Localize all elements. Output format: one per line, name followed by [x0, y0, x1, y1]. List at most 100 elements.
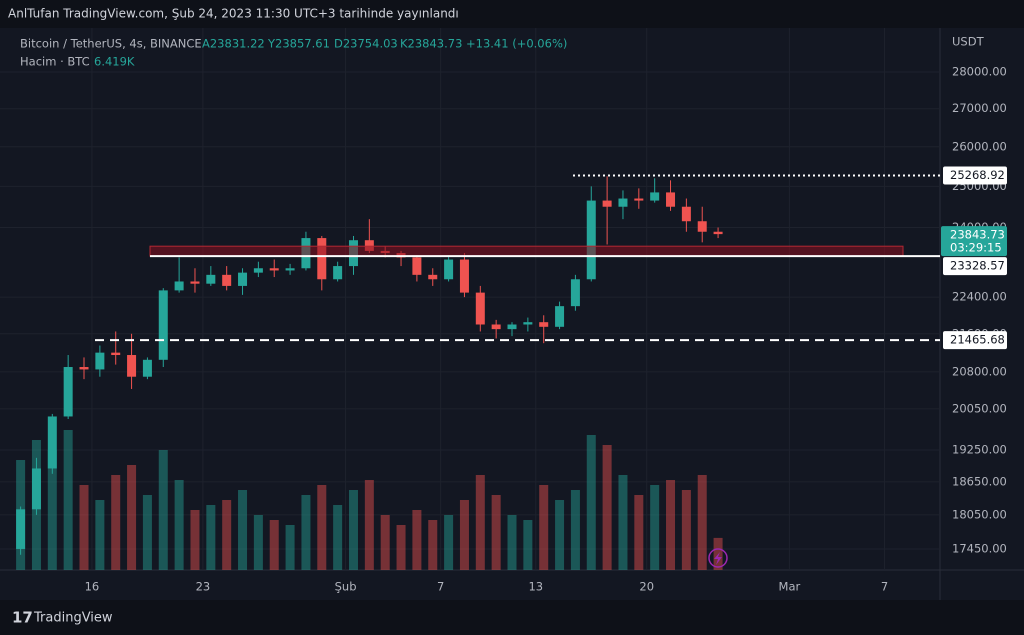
candle-body: [31, 468, 41, 510]
candle-body: [412, 257, 422, 275]
y-tick-label: 26000.00: [952, 139, 1007, 153]
price-tag: [943, 166, 1007, 185]
x-tick-label: 7: [437, 580, 444, 594]
candle-body: [602, 200, 612, 207]
ohlc-legend: A23831.22 Y23857.61 D23754.03 K23843.73 +13.…: [202, 37, 567, 51]
candle-body: [285, 268, 295, 271]
alert-icon-bolt: [714, 552, 722, 565]
volume-bar: [602, 445, 612, 570]
candle-body: [333, 266, 343, 280]
candle-body: [190, 281, 200, 284]
y-tick-label: 19250.00: [952, 442, 1007, 456]
volume-bar: [555, 500, 565, 570]
candle-body: [539, 322, 549, 327]
y-tick-label: 27000.00: [952, 101, 1007, 115]
footer-bar: [0, 600, 1024, 635]
candle-body: [697, 221, 707, 232]
volume-bar: [253, 515, 263, 570]
volume-bar: [475, 475, 485, 570]
ohlc-value: D23754.03: [334, 37, 398, 51]
volume-bar: [206, 505, 216, 570]
volume-bar: [681, 490, 691, 570]
candle-body: [95, 352, 105, 370]
volume-value: 6.419K: [94, 55, 135, 69]
ohlc-value: A23831.22: [202, 37, 265, 51]
volume-bar: [348, 490, 358, 570]
ohlc-value: K23843.73: [400, 37, 462, 51]
candle-body: [174, 281, 184, 291]
price-tag-label: 25268.92: [950, 168, 1005, 182]
candle-body: [713, 231, 723, 235]
ohlc-value: Y23857.61: [267, 37, 330, 51]
candle-body: [681, 206, 691, 222]
x-tick-label: Mar: [779, 580, 801, 594]
y-tick-label: 28000.00: [952, 65, 1007, 79]
volume-bar: [713, 537, 723, 570]
volume-bar: [444, 515, 454, 570]
x-tick-label: 7: [881, 580, 888, 594]
volume-bar: [127, 465, 137, 570]
brand: TradingView: [33, 611, 113, 626]
y-tick-label: 18650.00: [952, 474, 1007, 488]
published-note: AnlTufan TradingView.com, Şub 24, 2023 1…: [8, 7, 459, 21]
currency: USDT: [952, 35, 985, 49]
brand-logo: 17: [12, 609, 33, 627]
candle-body: [634, 198, 644, 201]
volume-bar: [158, 450, 168, 570]
x-tick-label: Şub: [335, 580, 357, 594]
alert-icon[interactable]: [708, 548, 728, 568]
volume-bar: [523, 520, 533, 570]
volume-bar: [269, 520, 279, 570]
volume-bar: [666, 480, 676, 570]
volume-bar: [396, 525, 406, 570]
candle-body: [16, 509, 26, 549]
volume-bar: [79, 485, 89, 570]
volume-bar: [317, 485, 327, 570]
volume-bar: [364, 480, 374, 570]
volume-bar: [47, 450, 57, 570]
symbol-title: Bitcoin / TetherUS, 4s, BINANCE: [20, 37, 202, 51]
candle-body: [253, 268, 263, 273]
volume-bar: [570, 490, 580, 570]
x-tick-label: 13: [528, 580, 543, 594]
volume-bar: [380, 515, 390, 570]
volume-bar: [618, 475, 628, 570]
volume-bar: [174, 480, 184, 570]
candle-body: [491, 324, 501, 330]
y-tick-label: 17450.00: [952, 541, 1007, 555]
volume-bar: [507, 515, 517, 570]
volume-bar: [428, 520, 438, 570]
volume-bar: [285, 525, 295, 570]
candle-body: [650, 192, 660, 201]
candle-body: [586, 200, 596, 280]
candle-body: [475, 292, 485, 325]
candle-body: [507, 324, 517, 330]
price-tag: [943, 331, 1007, 350]
volume-bar: [650, 485, 660, 570]
volume-bar: [333, 505, 343, 570]
candle-body: [317, 238, 327, 280]
candle-body: [555, 306, 565, 327]
grid: [0, 28, 940, 570]
volume-bar: [63, 430, 73, 570]
volume-bar: [142, 495, 152, 570]
candle-body: [459, 259, 469, 293]
x-tick-label: 23: [196, 580, 211, 594]
volume-bar: [412, 510, 422, 570]
price-tag: [943, 257, 1007, 276]
volume-label: Hacim · BTC: [20, 55, 90, 69]
last-price-label: 23843.73: [950, 228, 1005, 242]
axes: 28000.0027000.0026000.0025000.0024000.00…: [85, 65, 1007, 594]
candle-body: [666, 192, 676, 207]
volume-bar: [697, 475, 707, 570]
candle-body: [428, 274, 438, 280]
plot: [16, 174, 940, 570]
y-tick-label: 22400.00: [952, 290, 1007, 304]
candle-body: [47, 416, 57, 469]
y-tick-label: 20050.00: [952, 401, 1007, 415]
candle-body: [444, 259, 454, 280]
candle-body: [238, 272, 248, 286]
resistance-zone: [149, 245, 904, 257]
